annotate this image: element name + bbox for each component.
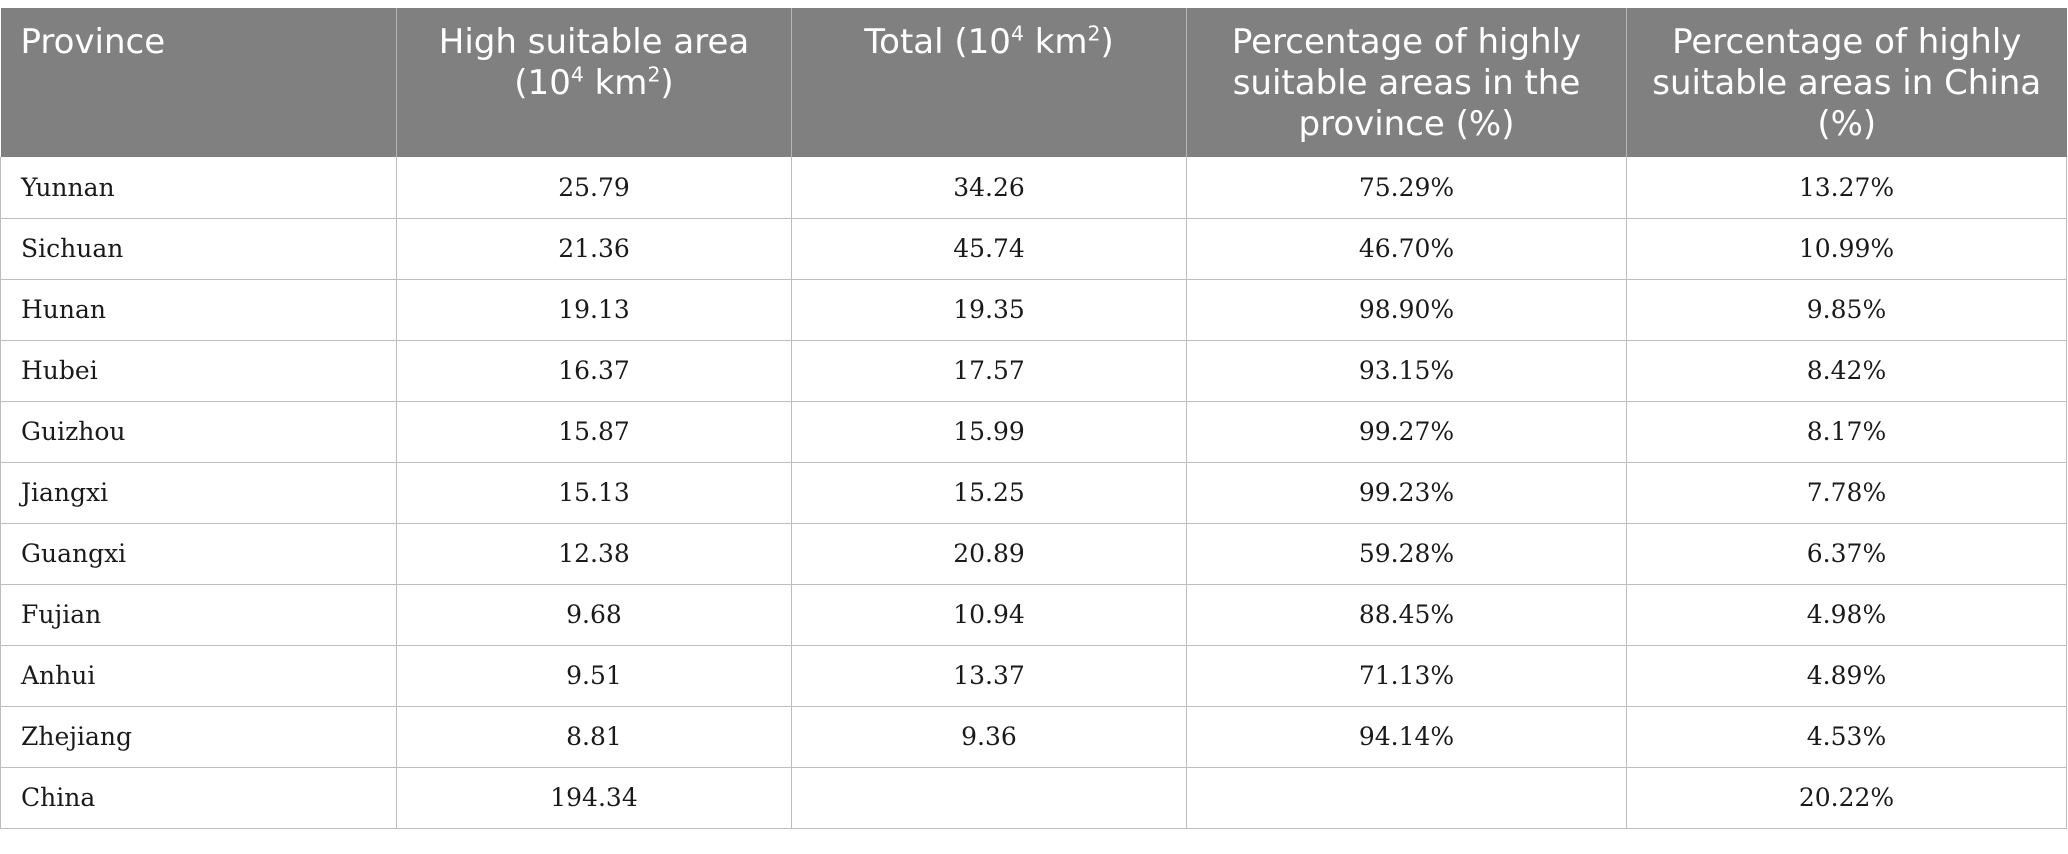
cell-province: Yunnan: [0, 157, 397, 219]
cell-high-suitable-area: 15.13: [396, 462, 792, 524]
header-high-suitable-unit: km: [583, 63, 648, 103]
cell-total: 19.35: [791, 279, 1187, 341]
cell-pct-province: 46.70%: [1186, 218, 1627, 280]
header-province: Province: [0, 8, 397, 157]
cell-pct-china: 10.99%: [1626, 218, 2067, 280]
cell-province: Guangxi: [0, 523, 397, 585]
cell-pct-province: 71.13%: [1186, 645, 1627, 707]
cell-pct-china: 20.22%: [1626, 767, 2067, 829]
cell-high-suitable-area: 9.51: [396, 645, 792, 707]
data-table-container: Province High suitable area (104 km2) To…: [0, 8, 2067, 829]
cell-province: Jiangxi: [0, 462, 397, 524]
cell-total: 17.57: [791, 340, 1187, 402]
table-row: Jiangxi 15.13 15.25 99.23% 7.78%: [0, 462, 2067, 524]
cell-pct-china: 8.42%: [1626, 340, 2067, 402]
table-row: Hubei 16.37 17.57 93.15% 8.42%: [0, 340, 2067, 402]
cell-total: [791, 767, 1187, 829]
header-high-suitable-exp2: 2: [647, 62, 661, 87]
header-total-close: ): [1100, 22, 1114, 62]
cell-pct-province: 75.29%: [1186, 157, 1627, 219]
table-header: Province High suitable area (104 km2) To…: [0, 8, 2067, 157]
cell-pct-china: 4.53%: [1626, 706, 2067, 768]
cell-high-suitable-area: 21.36: [396, 218, 792, 280]
cell-province: Fujian: [0, 584, 397, 646]
table-row: Hunan 19.13 19.35 98.90% 9.85%: [0, 279, 2067, 341]
table-row: China 194.34 20.22%: [0, 767, 2067, 829]
cell-high-suitable-area: 15.87: [396, 401, 792, 463]
cell-high-suitable-area: 194.34: [396, 767, 792, 829]
table-row: Guizhou 15.87 15.99 99.27% 8.17%: [0, 401, 2067, 463]
cell-pct-china: 8.17%: [1626, 401, 2067, 463]
cell-high-suitable-area: 16.37: [396, 340, 792, 402]
header-pct-province: Percentage of highly suitable areas in t…: [1186, 8, 1627, 157]
cell-province: Anhui: [0, 645, 397, 707]
cell-pct-china: 13.27%: [1626, 157, 2067, 219]
cell-total: 15.99: [791, 401, 1187, 463]
header-pct-china: Percentage of highly suitable areas in C…: [1626, 8, 2067, 157]
cell-total: 9.36: [791, 706, 1187, 768]
cell-high-suitable-area: 8.81: [396, 706, 792, 768]
cell-total: 34.26: [791, 157, 1187, 219]
header-row: Province High suitable area (104 km2) To…: [0, 8, 2067, 157]
cell-province: Zhejiang: [0, 706, 397, 768]
cell-province: Guizhou: [0, 401, 397, 463]
cell-pct-china: 4.98%: [1626, 584, 2067, 646]
cell-pct-province: 99.27%: [1186, 401, 1627, 463]
header-high-suitable-area: High suitable area (104 km2): [396, 8, 792, 157]
table-row: Zhejiang 8.81 9.36 94.14% 4.53%: [0, 706, 2067, 768]
suitable-area-table: Province High suitable area (104 km2) To…: [0, 8, 2067, 829]
table-row: Guangxi 12.38 20.89 59.28% 6.37%: [0, 523, 2067, 585]
cell-pct-province: [1186, 767, 1627, 829]
header-total: Total (104 km2): [791, 8, 1187, 157]
cell-high-suitable-area: 9.68: [396, 584, 792, 646]
cell-high-suitable-area: 25.79: [396, 157, 792, 219]
cell-high-suitable-area: 12.38: [396, 523, 792, 585]
header-total-text: Total (10: [864, 22, 1011, 62]
cell-pct-province: 99.23%: [1186, 462, 1627, 524]
cell-total: 10.94: [791, 584, 1187, 646]
table-row: Yunnan 25.79 34.26 75.29% 13.27%: [0, 157, 2067, 219]
cell-total: 45.74: [791, 218, 1187, 280]
table-row: Fujian 9.68 10.94 88.45% 4.98%: [0, 584, 2067, 646]
cell-pct-province: 59.28%: [1186, 523, 1627, 585]
cell-total: 15.25: [791, 462, 1187, 524]
cell-total: 20.89: [791, 523, 1187, 585]
header-total-exp2: 2: [1087, 21, 1101, 46]
cell-pct-china: 6.37%: [1626, 523, 2067, 585]
cell-province: Hunan: [0, 279, 397, 341]
header-total-exp: 4: [1010, 21, 1024, 46]
table-row: Anhui 9.51 13.37 71.13% 4.89%: [0, 645, 2067, 707]
cell-pct-province: 94.14%: [1186, 706, 1627, 768]
cell-province: China: [0, 767, 397, 829]
cell-pct-province: 88.45%: [1186, 584, 1627, 646]
cell-pct-province: 98.90%: [1186, 279, 1627, 341]
header-high-suitable-close: ): [660, 63, 674, 103]
header-total-unit: km: [1023, 22, 1088, 62]
cell-pct-province: 93.15%: [1186, 340, 1627, 402]
cell-province: Hubei: [0, 340, 397, 402]
cell-pct-china: 9.85%: [1626, 279, 2067, 341]
cell-pct-china: 4.89%: [1626, 645, 2067, 707]
header-high-suitable-exp: 4: [570, 62, 584, 87]
cell-pct-china: 7.78%: [1626, 462, 2067, 524]
header-high-suitable-text: High suitable area (10: [438, 22, 750, 103]
table-row: Sichuan 21.36 45.74 46.70% 10.99%: [0, 218, 2067, 280]
cell-total: 13.37: [791, 645, 1187, 707]
cell-province: Sichuan: [0, 218, 397, 280]
cell-high-suitable-area: 19.13: [396, 279, 792, 341]
table-body: Yunnan 25.79 34.26 75.29% 13.27% Sichuan 21.36…: [0, 157, 2067, 829]
